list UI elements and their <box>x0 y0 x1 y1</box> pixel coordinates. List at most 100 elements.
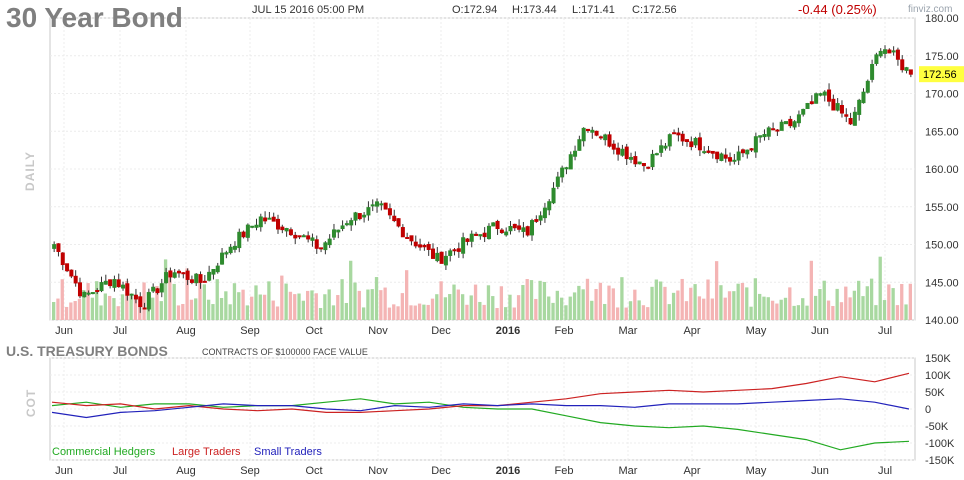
candle-body <box>469 233 474 242</box>
candle-body <box>766 127 771 137</box>
candle-body <box>121 284 126 289</box>
volume-bar <box>361 307 366 320</box>
volume-bar <box>452 284 456 320</box>
candle-body <box>667 134 672 147</box>
volume-bar <box>241 289 245 320</box>
candle-body <box>108 279 113 287</box>
candle-body <box>267 217 272 220</box>
candle-body <box>684 139 689 143</box>
candle-body <box>461 237 466 254</box>
volume-bar <box>542 281 547 320</box>
candle-body <box>857 99 862 115</box>
volume-bar <box>525 279 529 320</box>
volume-bar <box>839 302 844 320</box>
volume-bar <box>383 287 387 320</box>
volume-bar <box>813 295 818 320</box>
candle-body <box>723 154 728 159</box>
candle-body <box>327 238 332 246</box>
candle-body <box>215 265 220 273</box>
candle-body <box>620 148 625 156</box>
candle-body <box>176 270 182 274</box>
candle-body <box>306 235 311 240</box>
candle-body <box>237 231 242 249</box>
volume-bar <box>262 294 267 320</box>
volume-bar <box>168 274 172 320</box>
candle-body <box>344 223 349 226</box>
candle-body <box>883 49 888 54</box>
candle-body <box>715 151 720 160</box>
volume-bar <box>52 301 56 320</box>
candle-body <box>383 202 388 210</box>
candle-body <box>366 207 371 216</box>
volume-bar <box>486 285 491 320</box>
volume-bar <box>624 307 628 320</box>
candle-body <box>86 292 91 295</box>
cot-tick-label: 0 <box>925 404 931 416</box>
volume-bar <box>301 300 305 320</box>
cot-tick-label: 150K <box>925 353 951 365</box>
price-tick-label: 145.00 <box>925 277 959 289</box>
volume-bar <box>641 305 646 320</box>
candle-body <box>749 148 754 151</box>
volume-bar <box>680 278 684 320</box>
candle-body <box>164 272 169 284</box>
volume-bar <box>232 283 237 320</box>
price-x-tick-label: Jun <box>811 325 829 337</box>
volume-bar <box>650 286 654 320</box>
volume-bar <box>288 291 293 320</box>
candle-body <box>465 238 470 242</box>
candle-body <box>293 234 298 239</box>
candle-body <box>125 283 130 296</box>
volume-bar <box>555 290 559 320</box>
candle-body <box>181 272 186 275</box>
volume-bar <box>594 288 598 320</box>
volume-bar <box>271 300 275 320</box>
volume-bar <box>637 300 641 320</box>
datetime-label: JUL 15 2016 05:00 PM <box>252 4 365 16</box>
volume-bar <box>336 295 340 320</box>
candle-body <box>245 224 250 238</box>
candle-body <box>486 225 491 240</box>
volume-bar <box>482 304 486 320</box>
candle-body <box>211 269 216 275</box>
price-x-tick-label: Aug <box>176 325 196 337</box>
volume-bar <box>73 301 77 320</box>
candle-body <box>435 252 440 262</box>
brand-logo[interactable]: finviz.com <box>908 4 953 15</box>
cot-x-tick-label: May <box>746 465 767 477</box>
candle-body <box>827 89 832 102</box>
candle-body <box>512 223 517 229</box>
candle-body <box>159 283 164 293</box>
volume-bar <box>387 307 392 320</box>
cot-x-tick-label: Apr <box>683 465 700 477</box>
candle-body <box>521 227 526 232</box>
candle-body <box>60 252 65 266</box>
candle-body <box>379 203 384 206</box>
candle-body <box>775 129 780 132</box>
cot-x-tick-label: Jun <box>55 465 73 477</box>
candle-body <box>702 151 707 154</box>
volume-bar <box>745 287 749 320</box>
commercial-hedgers-line <box>51 398 910 451</box>
volume-bar <box>895 305 900 320</box>
volume-bar <box>258 294 262 320</box>
candle-body <box>422 244 427 248</box>
volume-bar <box>297 293 301 320</box>
volume-bar <box>120 294 125 320</box>
candle-body <box>77 282 82 297</box>
candle-body <box>276 218 281 230</box>
candle-body <box>904 67 909 71</box>
volume-bar <box>900 284 904 320</box>
volume-bar <box>331 305 336 320</box>
volume-bar <box>90 297 95 320</box>
volume-bar <box>559 297 564 320</box>
volume-bar <box>491 296 495 320</box>
candle-body <box>771 128 776 131</box>
volume-bar <box>417 303 422 320</box>
cot-tick-label: -50K <box>925 421 949 433</box>
volume-bar <box>693 284 697 320</box>
volume-bar <box>869 278 874 320</box>
volume-bar <box>64 306 69 320</box>
candle-body <box>555 176 560 187</box>
